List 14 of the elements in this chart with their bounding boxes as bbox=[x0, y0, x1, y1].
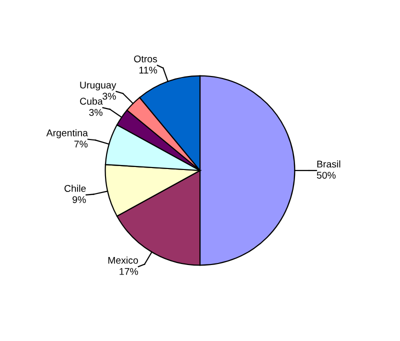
data-label: 50% bbox=[316, 172, 336, 179]
slice-label: Argentina bbox=[46, 129, 88, 138]
slice-label: Cuba bbox=[80, 98, 103, 105]
data-label: 17% bbox=[120, 268, 138, 275]
legend-label: Brasil bbox=[317, 160, 340, 168]
slice-label: Mexico bbox=[108, 256, 138, 264]
data-label: 7% bbox=[74, 140, 88, 148]
slice-label: Uruguay bbox=[80, 82, 116, 90]
slice-label: Chile bbox=[64, 184, 86, 192]
data-label: 9% bbox=[72, 196, 86, 204]
data-label: 11% bbox=[139, 66, 158, 74]
data-label: 3% bbox=[102, 92, 116, 100]
slice-label: Otros bbox=[134, 55, 158, 62]
data-label: 3% bbox=[89, 108, 102, 116]
